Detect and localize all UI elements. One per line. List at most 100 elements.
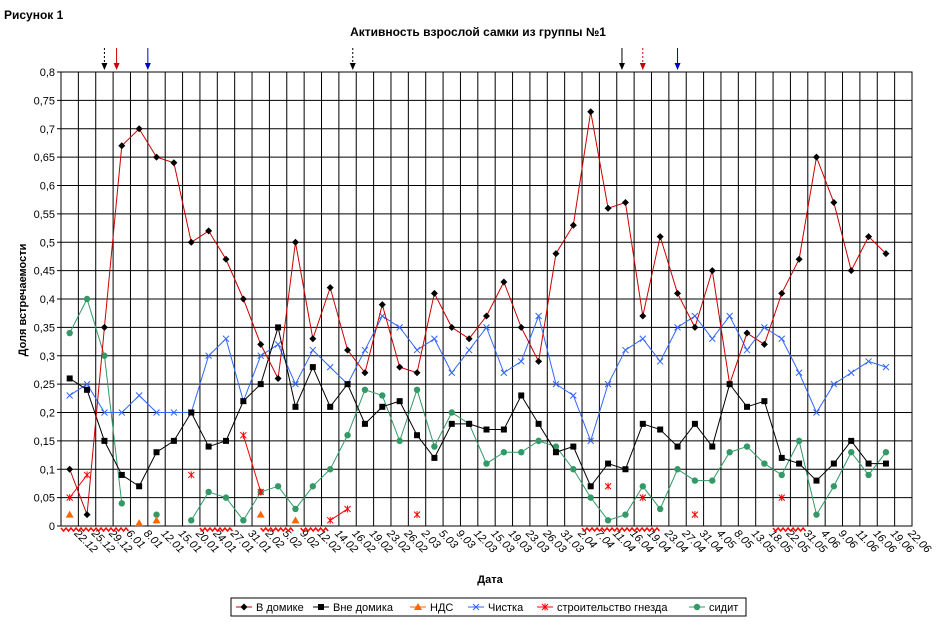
data-point [865, 233, 873, 241]
data-point [569, 392, 577, 399]
data-point [257, 352, 265, 360]
data-point [396, 437, 403, 445]
data-point [326, 284, 334, 292]
data-point [66, 375, 73, 382]
data-point [830, 380, 838, 388]
data-point [708, 267, 716, 275]
data-point [205, 352, 212, 360]
data-point [430, 289, 438, 297]
data-point [448, 409, 455, 416]
series-2 [66, 324, 889, 490]
data-point [431, 335, 438, 343]
series-6 [66, 295, 890, 524]
data-point [691, 312, 699, 320]
legend-label: В домике [256, 602, 304, 614]
data-point [274, 374, 282, 382]
data-point [744, 403, 751, 410]
data-point [465, 346, 473, 354]
data-point [153, 449, 160, 456]
data-point [761, 398, 768, 405]
data-point [326, 363, 334, 371]
series-line [69, 111, 887, 515]
data-point [743, 346, 751, 354]
legend: В домике Вне домика НДС Чистка строительство… [230, 597, 747, 617]
data-point [413, 511, 421, 519]
arrow-head [639, 63, 646, 70]
grid [60, 71, 913, 527]
data-point [500, 369, 508, 377]
data-point [413, 386, 421, 393]
data-point [291, 516, 300, 524]
data-point [66, 329, 73, 337]
data-point [379, 403, 386, 410]
data-point [135, 125, 143, 133]
data-point [812, 153, 820, 161]
y-tick-label: 0,65 [34, 152, 55, 164]
series-1 [66, 108, 890, 519]
data-point [535, 312, 542, 320]
data-point [639, 494, 647, 502]
data-point [292, 505, 299, 513]
data-point [361, 386, 369, 393]
data-point [726, 449, 733, 456]
y-tick-label: 0,15 [34, 436, 55, 448]
x-tick-label: 8.01 [141, 528, 165, 552]
data-point [656, 505, 664, 513]
data-point [187, 238, 195, 246]
data-point [813, 477, 820, 484]
y-tick-label: 0,45 [34, 266, 55, 278]
data-point [552, 443, 560, 450]
y-tick-label: 0,75 [34, 95, 55, 107]
data-point [118, 409, 126, 416]
data-point [847, 369, 855, 377]
data-point [813, 511, 820, 518]
data-point [621, 199, 629, 207]
y-tick-label: 0,35 [34, 322, 55, 334]
data-point [587, 108, 595, 116]
data-point [865, 358, 872, 365]
data-point [882, 449, 890, 456]
data-point [483, 312, 490, 320]
data-point [795, 255, 803, 263]
data-point [448, 369, 456, 377]
data-point [605, 460, 612, 467]
legend-label: строительство гнезда [557, 602, 668, 614]
data-point [709, 443, 716, 450]
data-point [622, 346, 629, 354]
data-point [318, 604, 324, 610]
data-point [587, 483, 594, 490]
data-point [101, 409, 108, 416]
data-point [570, 443, 577, 450]
series-3 [65, 510, 300, 527]
arrow-head [618, 63, 625, 70]
data-point [257, 340, 265, 348]
data-point [535, 357, 543, 365]
data-point [344, 381, 351, 388]
data-point [604, 517, 612, 524]
data-point [361, 346, 369, 354]
data-point [66, 392, 74, 399]
baseline-mark [260, 526, 294, 533]
data-point [570, 466, 577, 473]
data-point [657, 426, 664, 433]
y-tick-label: 0,8 [40, 67, 55, 79]
data-point [101, 437, 108, 444]
baseline-mark [300, 526, 329, 533]
y-tick-label: 0,2 [40, 408, 55, 420]
baseline-marks [60, 526, 807, 533]
data-point [778, 289, 786, 297]
data-point [257, 488, 265, 496]
data-point [604, 482, 612, 490]
data-point [743, 443, 751, 450]
arrow-head [674, 63, 681, 70]
data-point [674, 324, 681, 331]
data-point [83, 511, 91, 519]
y-tick-label: 0,25 [34, 379, 55, 391]
data-point [587, 494, 594, 501]
legend-item-3: НДС [410, 602, 453, 614]
legend-item-5: строительство гнезда [537, 602, 668, 614]
data-point [396, 324, 404, 331]
data-point [518, 449, 525, 456]
arrow-head [349, 63, 356, 70]
data-point [292, 380, 299, 388]
